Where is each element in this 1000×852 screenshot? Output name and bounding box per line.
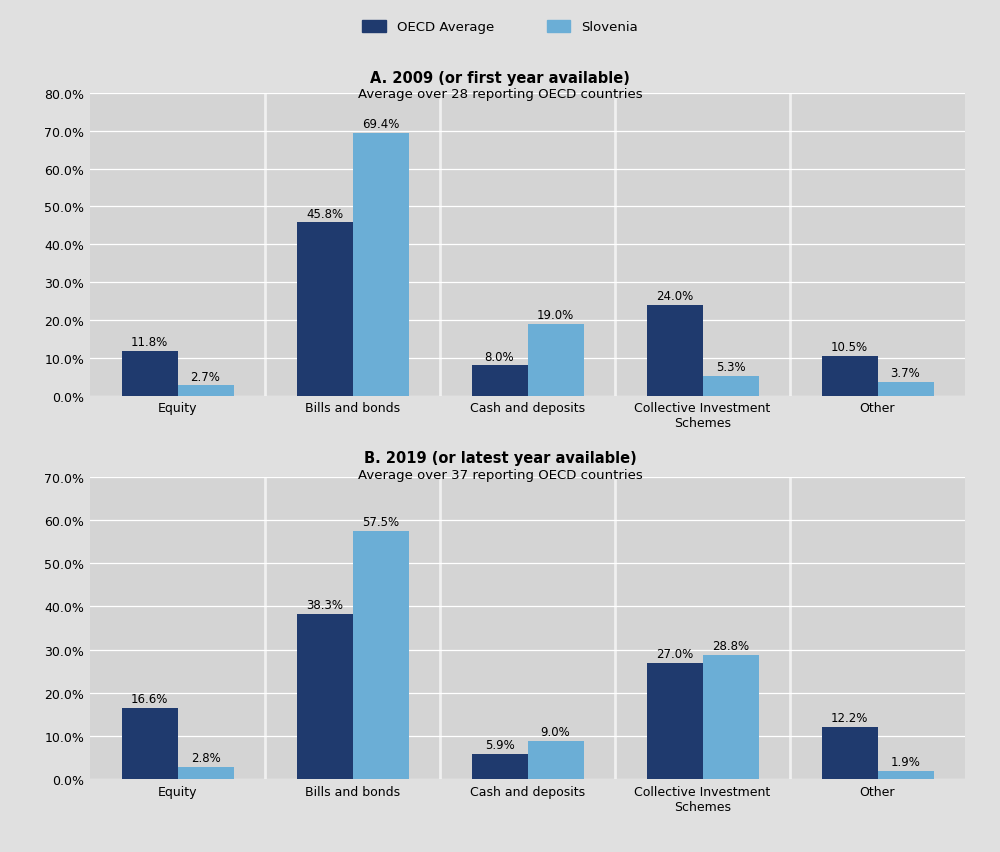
Bar [702, 376, 759, 396]
Bar [646, 663, 702, 780]
Text: 9.0%: 9.0% [541, 725, 570, 738]
Text: 11.8%: 11.8% [131, 336, 168, 349]
Text: 5.3%: 5.3% [716, 360, 745, 373]
Text: 8.0%: 8.0% [485, 350, 514, 363]
Text: 28.8%: 28.8% [712, 639, 749, 652]
Text: 38.3%: 38.3% [306, 598, 343, 611]
Text: 16.6%: 16.6% [131, 692, 168, 705]
Bar [352, 134, 409, 396]
Bar [822, 727, 878, 780]
Bar [878, 771, 934, 780]
Text: A. 2009 (or first year available): A. 2009 (or first year available) [370, 71, 630, 86]
Text: 3.7%: 3.7% [891, 366, 920, 379]
Bar [472, 754, 528, 780]
Bar [352, 531, 409, 780]
Bar [178, 386, 234, 396]
Text: 5.9%: 5.9% [485, 738, 514, 751]
Bar [122, 352, 178, 396]
Bar [296, 614, 352, 780]
Bar [878, 383, 934, 396]
Text: 27.0%: 27.0% [656, 647, 693, 660]
Bar [646, 306, 702, 396]
Bar [528, 740, 584, 780]
Text: B. 2019 (or latest year available): B. 2019 (or latest year available) [364, 451, 636, 466]
Legend: OECD Average, Slovenia: OECD Average, Slovenia [357, 15, 643, 39]
Text: 12.2%: 12.2% [831, 711, 868, 724]
Bar [472, 366, 528, 396]
Text: Average over 37 reporting OECD countries: Average over 37 reporting OECD countries [358, 468, 642, 481]
Text: 69.4%: 69.4% [362, 118, 399, 131]
Text: 10.5%: 10.5% [831, 341, 868, 354]
Text: 19.0%: 19.0% [537, 308, 574, 322]
Text: 24.0%: 24.0% [656, 290, 693, 302]
Bar [122, 708, 178, 780]
Bar [822, 356, 878, 396]
Text: 45.8%: 45.8% [306, 207, 343, 221]
Text: Average over 28 reporting OECD countries: Average over 28 reporting OECD countries [358, 88, 642, 101]
Text: 2.7%: 2.7% [191, 371, 220, 383]
Text: 1.9%: 1.9% [891, 756, 920, 769]
Bar [528, 325, 584, 396]
Text: 2.8%: 2.8% [191, 751, 220, 764]
Text: 57.5%: 57.5% [362, 515, 399, 528]
Bar [178, 768, 234, 780]
Bar [702, 655, 759, 780]
Bar [296, 223, 352, 396]
